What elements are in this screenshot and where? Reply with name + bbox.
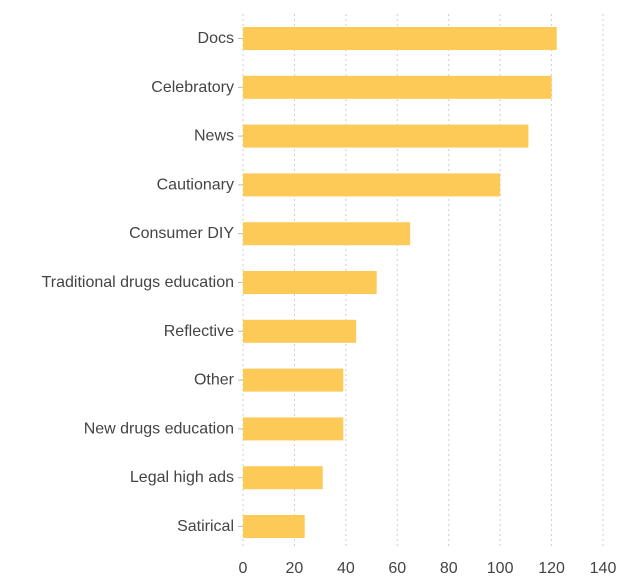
bar-new-drugs-education	[243, 417, 344, 441]
category-label-reflective: Reflective	[164, 323, 234, 340]
category-label-new-drugs-education: New drugs education	[84, 420, 234, 437]
bar-legal-high-ads	[243, 466, 323, 490]
x-tick-label-80: 80	[440, 560, 458, 577]
category-labels: Docs Celebratory News Cautionary Consumer DI…	[42, 30, 235, 535]
category-label-celebratory: Celebratory	[151, 79, 234, 96]
bar-celebratory	[243, 75, 552, 99]
bar-news	[243, 124, 529, 148]
x-tick-label-100: 100	[487, 560, 514, 577]
bars-layer	[243, 27, 557, 538]
bar-cautionary	[243, 173, 501, 197]
bar-traditional-drugs-education	[243, 271, 377, 294]
x-tick-label-0: 0	[239, 560, 248, 577]
category-label-cautionary: Cautionary	[157, 176, 234, 193]
category-label-other: Other	[194, 372, 235, 389]
x-tick-label-20: 20	[286, 560, 304, 577]
category-label-satirical: Satirical	[177, 518, 234, 535]
category-label-consumer-diy: Consumer DIY	[129, 225, 234, 242]
x-axis-tick-labels: 0 20 40 60 80 100 120 140	[239, 560, 617, 577]
bar-docs	[243, 27, 557, 50]
bar-satirical	[243, 515, 305, 538]
category-label-legal-high-ads: Legal high ads	[130, 469, 234, 486]
category-label-news: News	[194, 128, 234, 145]
x-tick-label-120: 120	[538, 560, 565, 577]
x-tick-label-60: 60	[388, 560, 406, 577]
bar-consumer-diy	[243, 222, 411, 246]
bar-other	[243, 368, 344, 392]
x-tick-label-40: 40	[337, 560, 355, 577]
category-label-docs: Docs	[198, 30, 234, 47]
x-tick-label-140: 140	[590, 560, 617, 577]
category-label-traditional-drugs-education: Traditional drugs education	[42, 274, 234, 291]
bar-reflective	[243, 319, 357, 343]
